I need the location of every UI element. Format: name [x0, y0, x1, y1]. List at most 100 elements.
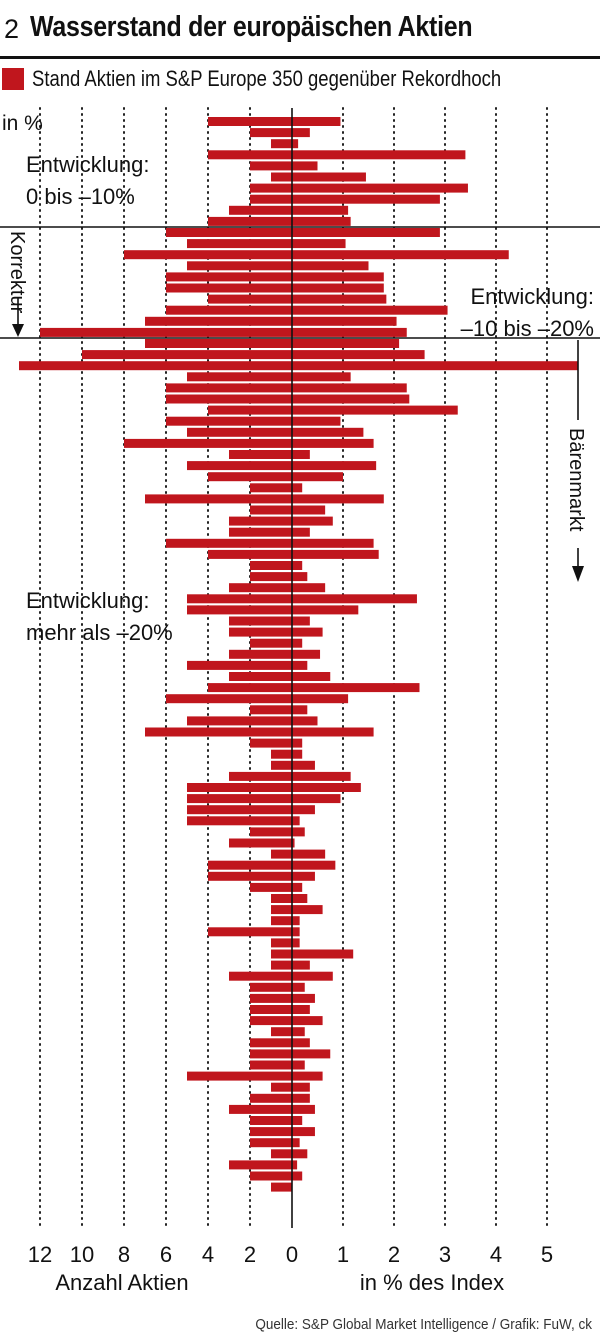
bar-count	[271, 1027, 292, 1037]
bar-count	[250, 1138, 292, 1148]
bar-count	[229, 627, 292, 637]
bar-count	[187, 783, 292, 792]
bar-index-share	[292, 361, 578, 371]
bar-count	[250, 1060, 292, 1070]
legend-swatch	[2, 68, 24, 90]
bar-count	[208, 860, 292, 870]
bar-index-share	[292, 461, 377, 471]
bar-count	[250, 1016, 292, 1026]
band-label-line: Entwicklung:	[470, 284, 594, 309]
bar-count	[145, 727, 292, 737]
bar-count	[229, 971, 292, 981]
legend-label: Stand Aktien im S&P Europe 350 gegenüber…	[32, 66, 502, 91]
bar-index-share	[292, 261, 369, 271]
bar-index-share	[292, 117, 341, 126]
bar-index-share	[292, 1127, 315, 1137]
bar-index-share	[292, 1005, 310, 1014]
bar-index-share	[292, 749, 303, 759]
bar-index-share	[292, 927, 300, 937]
bar-index-share	[292, 161, 318, 171]
bar-count	[166, 383, 292, 393]
bar-index-share	[292, 727, 374, 737]
bar-index-share	[292, 1093, 310, 1103]
bar-index-share	[292, 971, 333, 981]
tick-label-left: 4	[202, 1242, 214, 1267]
bar-index-share	[292, 660, 308, 670]
tick-label-left: 6	[160, 1242, 172, 1267]
tick-label-right: 3	[439, 1242, 451, 1267]
bar-count	[229, 516, 292, 526]
bar-index-share	[292, 916, 300, 926]
bar-count	[250, 1171, 292, 1181]
correction-arrow-head	[12, 324, 24, 337]
bar-count	[229, 771, 292, 781]
bar-count	[250, 982, 292, 992]
bar-index-share	[292, 427, 364, 437]
bar-index-share	[292, 627, 323, 637]
band-label-line: 0 bis –10%	[26, 184, 135, 209]
bar-count	[187, 794, 292, 804]
bar-count	[208, 549, 292, 559]
bar-index-share	[292, 993, 315, 1003]
bar-index-share	[292, 894, 308, 903]
bar-index-share	[292, 1027, 305, 1037]
bar-count	[271, 1149, 292, 1159]
bar-count	[187, 1071, 292, 1081]
bar-count	[208, 294, 292, 304]
bar-index-share	[292, 1104, 315, 1114]
title-divider	[0, 56, 600, 59]
bar-count	[40, 327, 292, 337]
bar-count	[250, 183, 292, 193]
bar-count	[250, 1127, 292, 1137]
bar-count	[229, 649, 292, 659]
bar-index-share	[292, 1138, 300, 1148]
bar-index-share	[292, 705, 308, 715]
bar-count	[187, 605, 292, 615]
unit-label: in %	[2, 112, 43, 135]
source-note: Quelle: S&P Global Market Intelligence /…	[255, 1316, 592, 1333]
bear-market-label: Bärenmarkt	[565, 428, 587, 532]
bar-index-share	[292, 228, 440, 237]
bar-count	[271, 949, 292, 959]
bar-index-share	[292, 738, 303, 748]
bear-arrow-head	[572, 566, 584, 582]
bar-index-share	[292, 838, 295, 848]
bar-index-share	[292, 816, 300, 826]
bar-count	[187, 372, 292, 382]
bar-index-share	[292, 1060, 305, 1070]
bar-count	[187, 816, 292, 826]
band-label-line: Entwicklung:	[26, 588, 150, 613]
bar-count	[187, 805, 292, 815]
bar-count	[166, 694, 292, 704]
bar-count	[166, 272, 292, 282]
bar-count	[229, 583, 292, 593]
bar-index-share	[292, 350, 425, 360]
bar-index-share	[292, 516, 333, 526]
tick-label-right: 1	[337, 1242, 349, 1267]
bar-index-share	[292, 483, 303, 493]
bar-count	[166, 394, 292, 404]
bar-index-share	[292, 871, 315, 881]
bar-index-share	[292, 194, 440, 204]
bar-index-share	[292, 594, 417, 604]
bar-count	[250, 993, 292, 1003]
bar-count	[187, 261, 292, 271]
bar-index-share	[292, 316, 397, 326]
bar-index-share	[292, 860, 336, 870]
bar-count	[250, 1093, 292, 1103]
bars	[19, 117, 578, 1192]
bar-index-share	[292, 405, 458, 415]
band-label-10-20: Entwicklung: –10 bis –20%	[461, 284, 594, 341]
tick-label-left: 2	[244, 1242, 256, 1267]
bar-count	[187, 461, 292, 471]
bar-count	[187, 660, 292, 670]
bar-count	[250, 1049, 292, 1059]
band-label-line: mehr als –20%	[26, 620, 173, 645]
bar-count	[145, 316, 292, 326]
bar-index-share	[292, 982, 305, 992]
bar-count	[250, 705, 292, 715]
band-label-over-20: Entwicklung: mehr als –20%	[26, 588, 173, 645]
bar-count	[250, 882, 292, 892]
bar-count	[271, 139, 292, 149]
